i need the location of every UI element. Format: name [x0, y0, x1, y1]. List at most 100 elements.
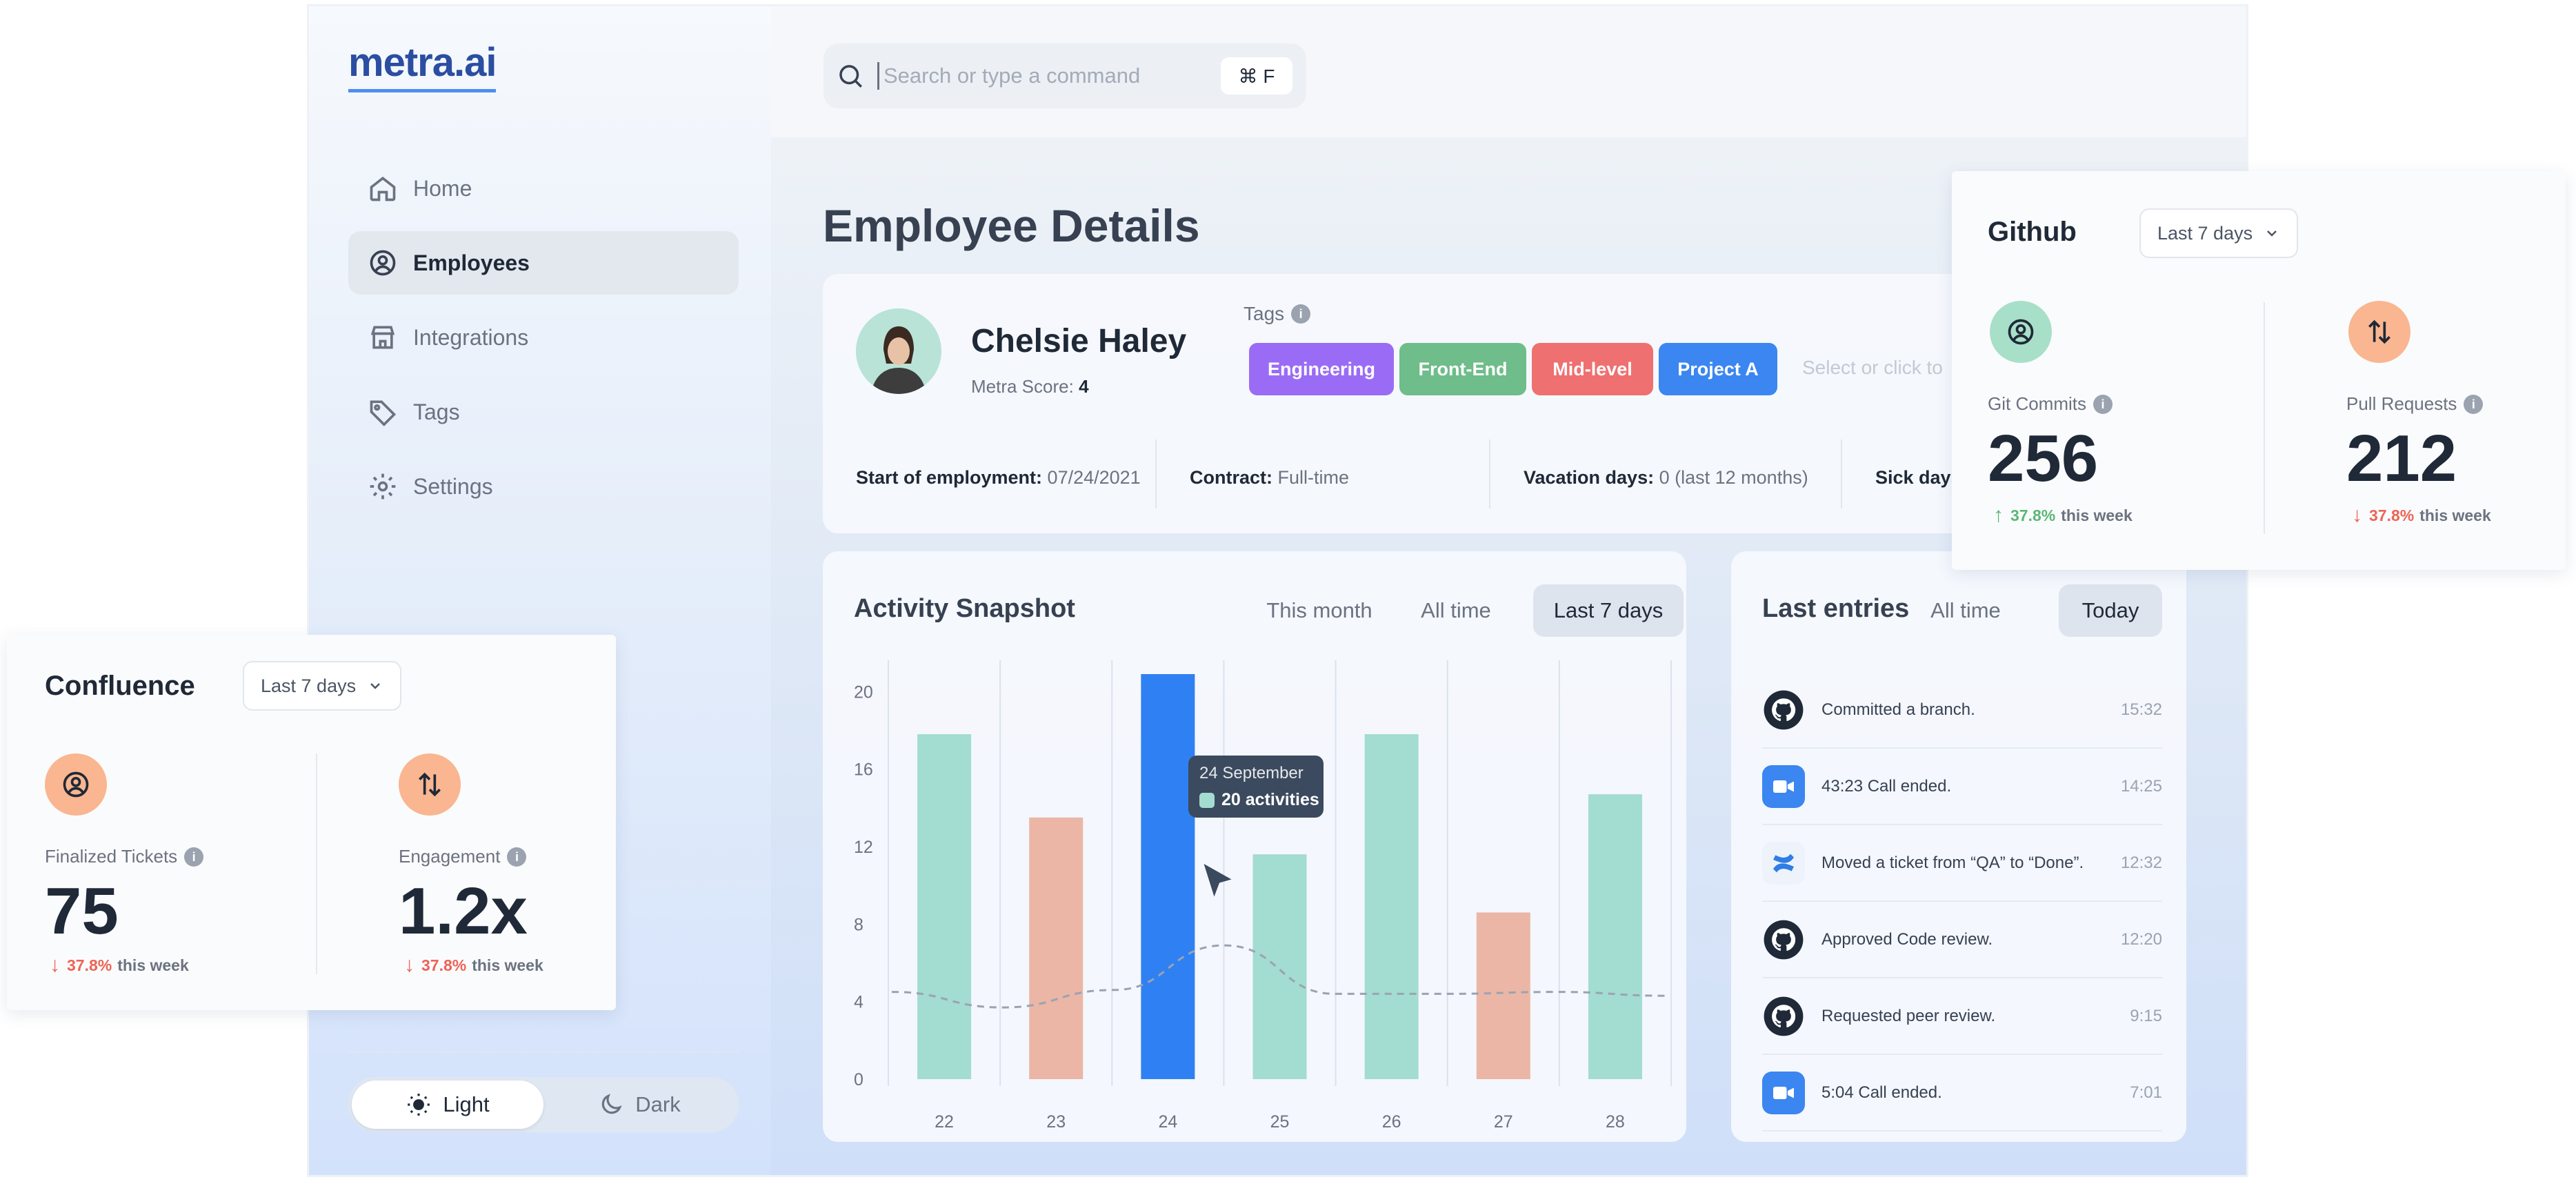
confluence-range-dropdown[interactable]: Last 7 days: [243, 661, 402, 711]
logo[interactable]: metra.ai: [348, 39, 497, 92]
arrow-down-icon: ↓: [50, 954, 60, 976]
sidebar-item-tags[interactable]: Tags: [348, 380, 739, 444]
sidebar-item-employees[interactable]: Employees: [348, 231, 739, 295]
entry-text: Committed a branch.: [1821, 700, 1975, 719]
sidebar-nav: Home Employees Integrations Tags Setting…: [348, 157, 739, 529]
theme-light-label: Light: [443, 1092, 490, 1116]
metric-value: 212: [2346, 422, 2457, 495]
trend-line: [891, 944, 1668, 1009]
tags-label: Tags i: [1244, 303, 1311, 325]
entry-text: 43:23 Call ended.: [1821, 776, 1952, 796]
entry-row[interactable]: Approved Code review. 12:20: [1762, 902, 2162, 978]
bar-26: [1364, 734, 1419, 1079]
bar-25: [1252, 854, 1307, 1079]
entry-time: 12:20: [2120, 929, 2162, 949]
tag-select-input[interactable]: Select or click to: [1802, 357, 1943, 378]
sidebar-item-integrations[interactable]: Integrations: [348, 306, 739, 369]
x-tick-label: 27: [1494, 1112, 1513, 1132]
user-circle-icon: [2008, 319, 2034, 345]
tag-chip[interactable]: Engineering: [1249, 343, 1394, 395]
bar-23: [1029, 817, 1084, 1079]
info-icon[interactable]: i: [2464, 394, 2484, 414]
shortcut-badge: ⌘ F: [1221, 57, 1292, 95]
metric-trend: ↑ 37.8% this week: [1993, 504, 2133, 526]
top-bar: Search or type a command ⌘ F: [771, 6, 2246, 137]
search-placeholder: Search or type a command: [883, 63, 1141, 88]
sidebar-item-label: Settings: [413, 473, 493, 499]
arrow-down-icon: ↓: [404, 954, 415, 976]
store-icon: [370, 326, 395, 349]
engagement-badge: [399, 753, 461, 816]
filter-this-month[interactable]: This month: [1266, 598, 1372, 622]
chart-tooltip: 24 September 20 activities: [1188, 756, 1324, 818]
home-icon: [370, 177, 396, 201]
filter-all-time[interactable]: All time: [1421, 598, 1491, 622]
bar-27: [1476, 912, 1530, 1079]
entries-title: Last entries: [1762, 594, 1910, 623]
theme-toggle: Light Dark: [348, 1077, 739, 1132]
moon-icon: [602, 1094, 622, 1114]
x-tick-label: 23: [1046, 1112, 1066, 1132]
sun-icon: [408, 1094, 430, 1116]
y-tick-label: 20: [854, 682, 873, 702]
entry-row[interactable]: 5:04 Call ended. 7:01: [1762, 1055, 2162, 1132]
bar-28: [1588, 794, 1642, 1079]
github-icon: [1762, 995, 1805, 1038]
entry-time: 7:01: [2130, 1083, 2162, 1102]
github-range-dropdown[interactable]: Last 7 days: [2139, 208, 2299, 258]
entry-row[interactable]: Requested peer review. 9:15: [1762, 978, 2162, 1055]
filter-last-7-days[interactable]: Last 7 days: [1533, 584, 1684, 637]
main-content: Employee Details Chelsie Haley Metra Sco…: [771, 137, 2246, 1175]
info-icon[interactable]: i: [184, 847, 204, 867]
entry-row[interactable]: 43:23 Call ended. 14:25: [1762, 749, 2162, 825]
y-tick-label: 4: [854, 993, 863, 1012]
sidebar-divider: [348, 1052, 739, 1053]
employee-name: Chelsie Haley: [971, 323, 1187, 359]
entry-row[interactable]: Committed a branch. 15:32: [1762, 672, 2162, 749]
employment-facts: Start of employment: 07/24/2021 Contract…: [823, 440, 2199, 509]
entry-text: Moved a ticket from “QA” to “Done”.: [1821, 853, 2084, 872]
theme-dark-label: Dark: [635, 1092, 681, 1116]
metric-label: Pull Requests i: [2346, 393, 2484, 415]
sidebar-item-label: Tags: [413, 399, 460, 424]
metric-value: 1.2x: [399, 874, 528, 948]
tag-list: Engineering Front-End Mid-level Project …: [1249, 343, 1783, 395]
chevron-down-icon: [2267, 230, 2277, 237]
y-tick-label: 12: [854, 838, 873, 857]
info-icon[interactable]: i: [507, 847, 527, 867]
chevron-down-icon: [370, 683, 380, 689]
entries-filter-today[interactable]: Today: [2059, 584, 2162, 637]
confluence-card: Confluence Last 7 days Finalized Tickets…: [7, 635, 616, 1010]
entry-row[interactable]: Moved a ticket from “QA” to “Done”. 12:32: [1762, 825, 2162, 902]
theme-light-button[interactable]: Light: [352, 1081, 543, 1129]
last-entries-card: Last entries All time Today Committed a …: [1731, 551, 2186, 1142]
entry-text: Approved Code review.: [1821, 929, 1993, 949]
fact-vacation-days: Vacation days: 0 (last 12 months): [1490, 440, 1842, 509]
search-input[interactable]: Search or type a command ⌘ F: [823, 43, 1306, 108]
info-icon[interactable]: i: [2093, 394, 2113, 414]
pull-requests-badge: [2348, 301, 2410, 363]
cursor-icon: [1204, 864, 1232, 897]
app-window: metra.ai Home Employees Integrations Tag…: [307, 4, 2248, 1177]
github-icon: [1762, 689, 1805, 731]
metra-score: Metra Score: 4: [971, 376, 1089, 397]
swap-icon: [2368, 319, 2390, 344]
info-icon[interactable]: i: [1291, 304, 1311, 324]
sidebar-item-home[interactable]: Home: [348, 157, 739, 220]
arrow-up-icon: ↑: [1993, 504, 2004, 526]
x-tick-label: 22: [935, 1112, 954, 1132]
theme-dark-button[interactable]: Dark: [543, 1081, 735, 1129]
metric-trend: ↓ 37.8% this week: [404, 954, 543, 976]
activity-title: Activity Snapshot: [854, 594, 1075, 623]
tag-chip[interactable]: Front-End: [1399, 343, 1526, 395]
bar-22: [917, 734, 972, 1079]
y-tick-label: 8: [854, 915, 863, 934]
finalized-tickets-badge: [45, 753, 107, 816]
activity-snapshot-card: Activity Snapshot This month All time La…: [823, 551, 1686, 1142]
metric-value: 256: [1988, 422, 2099, 495]
entries-filter-all-time[interactable]: All time: [1930, 598, 2001, 622]
video-icon: [1762, 764, 1805, 808]
tag-chip[interactable]: Project A: [1659, 343, 1777, 395]
tag-chip[interactable]: Mid-level: [1532, 343, 1653, 395]
sidebar-item-settings[interactable]: Settings: [348, 455, 739, 518]
